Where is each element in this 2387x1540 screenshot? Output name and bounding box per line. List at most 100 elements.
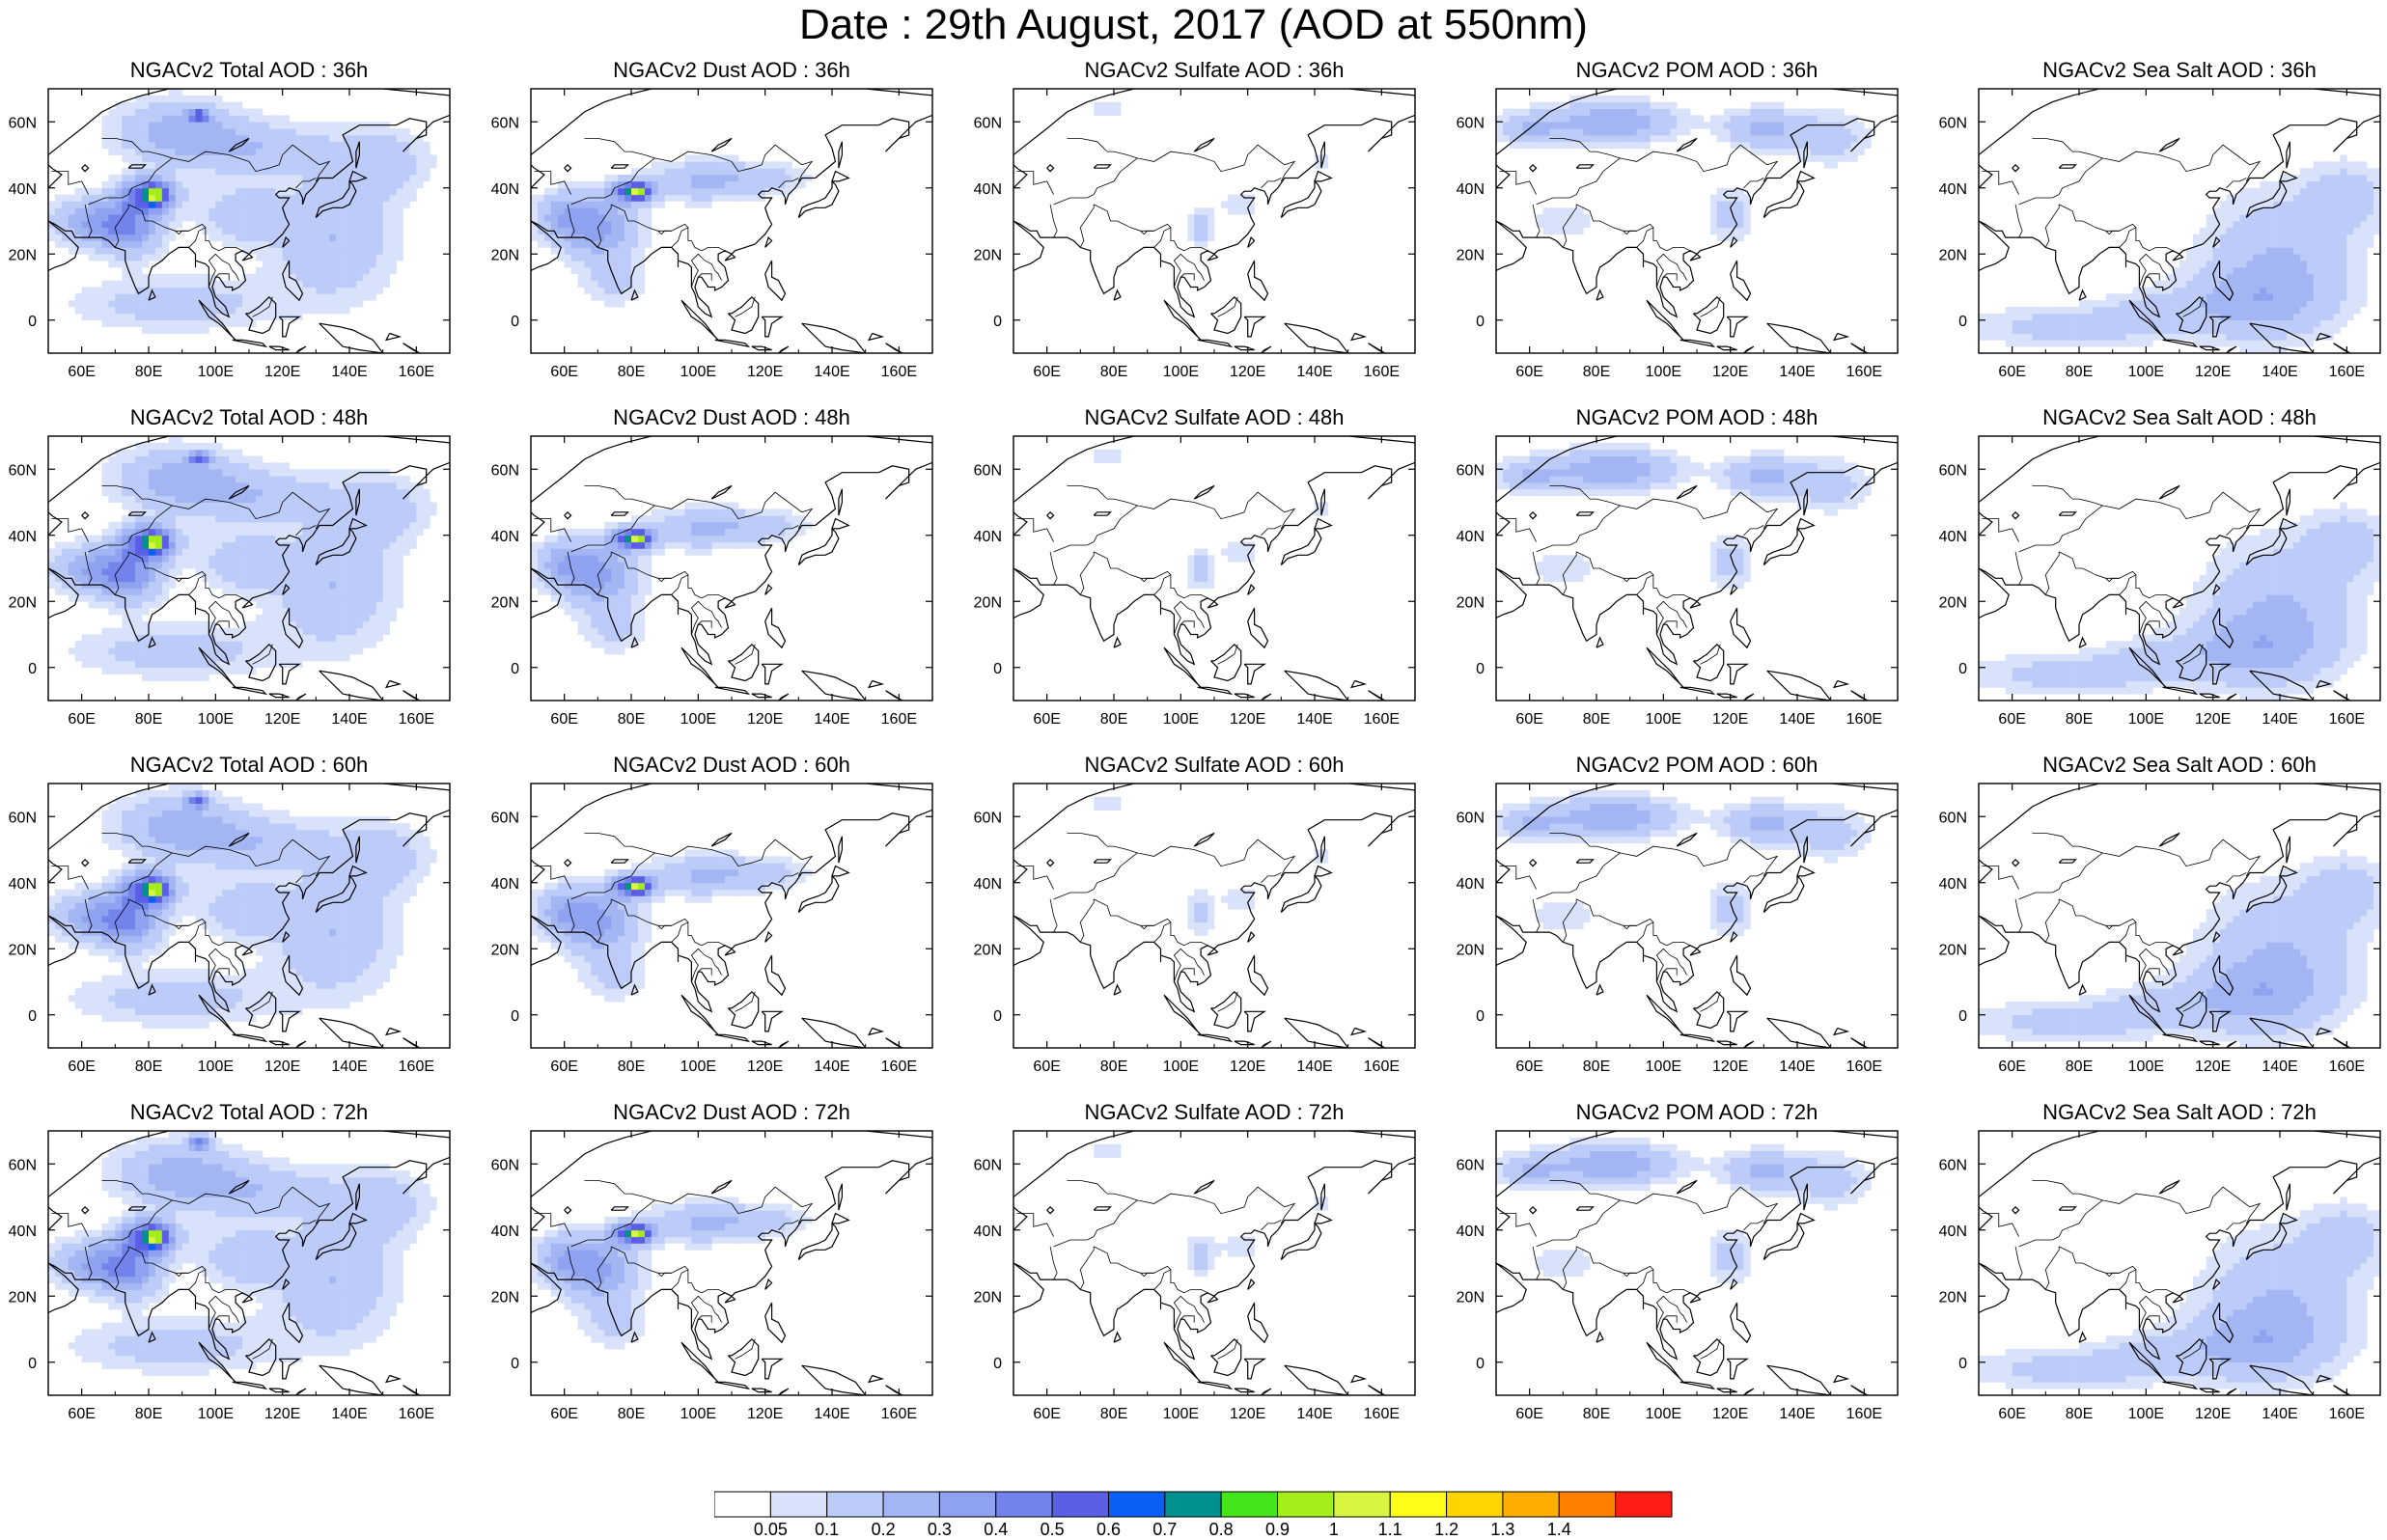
x-tick-label: 100E — [1163, 1406, 1199, 1422]
x-tick-label: 80E — [135, 711, 162, 728]
x-tick-label: 80E — [135, 364, 162, 380]
x-tick-label: 80E — [2066, 1059, 2093, 1075]
x-tick-label: 160E — [399, 711, 434, 728]
x-tick-label: 160E — [399, 1406, 434, 1422]
y-tick-label: 20N — [491, 247, 519, 263]
x-tick-label: 60E — [1998, 711, 2025, 728]
y-tick-label: 60N — [1939, 810, 1967, 826]
y-tick-label: 40N — [9, 876, 37, 893]
y-tick-label: 20N — [491, 594, 519, 611]
y-tick-label: 60N — [9, 810, 37, 826]
y-tick-label: 20N — [1939, 247, 1967, 263]
x-tick-label: 100E — [1646, 364, 1681, 380]
y-tick-label: 40N — [1457, 529, 1485, 545]
y-tick-label: 40N — [1457, 181, 1485, 198]
x-tick-label: 120E — [1712, 1059, 1748, 1075]
x-tick-label: 100E — [1646, 1406, 1681, 1422]
map-panel: NGACv2 Sulfate AOD : 60h 60E 80E 100E 120E 14… — [965, 753, 1419, 1083]
colorbar-label: 1.1 — [1378, 1520, 1402, 1537]
coastlines — [1496, 784, 1898, 1048]
y-tick-label: 20N — [1457, 594, 1485, 611]
x-tick-label: 140E — [1779, 364, 1815, 380]
map-canvas: 60E 80E 100E 120E 140E 160E 0 20N 40N 60N — [974, 88, 1416, 380]
x-tick-label: 100E — [2128, 1406, 2164, 1422]
x-tick-label: 80E — [1583, 1059, 1610, 1075]
x-tick-label: 80E — [1583, 1406, 1610, 1422]
map-panel: NGACv2 Dust AOD : 36h 60E 80E 100E 120E 140E 1… — [483, 58, 936, 388]
colorbar-swatch — [1502, 1491, 1560, 1518]
map-panel: NGACv2 Sea Salt AOD : 36h 60E 80E 100E 120E 1… — [1930, 58, 2384, 388]
colorbar-label: 0.7 — [1152, 1520, 1177, 1537]
map-panel: NGACv2 Sea Salt AOD : 60h 60E 80E 100E 120E 1… — [1930, 753, 2384, 1083]
map-canvas: 60E 80E 100E 120E 140E 160E 0 20N 40N 60N — [491, 88, 933, 380]
map-canvas: 60E 80E 100E 120E 140E 160E 0 20N 40N 60N — [974, 435, 1416, 728]
borders — [1016, 1180, 1296, 1360]
colorbar-swatch — [1107, 1491, 1166, 1518]
figure-title: Date : 29th August, 2017 (AOD at 550nm) — [799, 1, 1588, 48]
borders — [534, 833, 814, 1012]
x-tick-label: 160E — [2329, 1059, 2365, 1075]
x-tick-label: 160E — [1364, 1406, 1400, 1422]
x-tick-label: 80E — [1100, 711, 1127, 728]
map-canvas: 60E 80E 100E 120E 140E 160E 0 20N 40N 60N — [1457, 88, 1899, 380]
map-panel: NGACv2 Total AOD : 48h 60E 80E 100E 120E 140E… — [0, 405, 454, 735]
x-tick-label: 100E — [2128, 364, 2164, 380]
y-tick-label: 20N — [9, 247, 37, 263]
x-tick-label: 140E — [814, 1406, 849, 1422]
coastlines — [1979, 436, 2380, 701]
x-tick-label: 160E — [881, 1406, 917, 1422]
x-tick-label: 160E — [1846, 711, 1882, 728]
y-tick-label: 20N — [1457, 247, 1485, 263]
x-tick-label: 60E — [1515, 711, 1542, 728]
y-tick-label: 20N — [9, 942, 37, 958]
x-tick-label: 140E — [814, 364, 849, 380]
y-tick-label: 60N — [491, 810, 519, 826]
y-tick-label: 20N — [974, 247, 1002, 263]
y-tick-label: 20N — [1457, 942, 1485, 958]
y-tick-label: 0 — [993, 661, 1002, 677]
x-tick-label: 140E — [1296, 364, 1332, 380]
x-tick-label: 80E — [135, 1406, 162, 1422]
y-tick-label: 0 — [993, 1356, 1002, 1372]
map-canvas: 60E 80E 100E 120E 140E 160E 0 20N 40N 60N — [1939, 783, 2381, 1075]
borders — [51, 138, 331, 317]
coastlines — [1013, 1131, 1415, 1395]
y-tick-label: 60N — [1939, 1157, 1967, 1173]
borders — [1499, 138, 1779, 317]
colorbar-label: 0.4 — [984, 1520, 1008, 1537]
x-tick-label: 120E — [747, 1059, 783, 1075]
colorbar-label: 0.3 — [928, 1520, 952, 1537]
x-tick-label: 60E — [1033, 711, 1060, 728]
panel-title: NGACv2 Total AOD : 72h — [129, 1100, 369, 1124]
y-tick-label: 0 — [511, 1008, 519, 1025]
y-tick-label: 60N — [9, 115, 37, 131]
y-tick-label: 60N — [974, 115, 1002, 131]
x-tick-label: 120E — [1230, 364, 1265, 380]
x-tick-label: 60E — [1998, 1406, 2025, 1422]
borders — [1016, 485, 1296, 665]
x-tick-label: 160E — [399, 1059, 434, 1075]
x-tick-label: 80E — [2066, 711, 2093, 728]
y-tick-label: 40N — [9, 181, 37, 198]
coastlines — [48, 436, 450, 701]
x-tick-label: 60E — [1033, 1059, 1060, 1075]
x-tick-label: 80E — [2066, 364, 2093, 380]
coastlines — [1013, 436, 1415, 701]
colorbar-swatch — [1615, 1491, 1673, 1518]
coastlines — [531, 89, 932, 353]
map-canvas: 60E 80E 100E 120E 140E 160E 0 20N 40N 60N — [9, 88, 451, 380]
y-tick-label: 60N — [9, 1157, 37, 1173]
x-tick-label: 140E — [1296, 711, 1332, 728]
x-tick-label: 160E — [1364, 711, 1400, 728]
y-tick-label: 0 — [1958, 1356, 1967, 1372]
y-tick-label: 0 — [1476, 1008, 1485, 1025]
x-tick-label: 60E — [1515, 364, 1542, 380]
x-tick-label: 160E — [2329, 1406, 2365, 1422]
x-tick-label: 80E — [618, 364, 645, 380]
x-tick-label: 140E — [331, 1406, 367, 1422]
x-tick-label: 120E — [264, 364, 300, 380]
y-tick-label: 0 — [1958, 661, 1967, 677]
coastlines — [48, 1131, 450, 1395]
x-tick-label: 160E — [1846, 364, 1882, 380]
map-panel: NGACv2 Sulfate AOD : 48h 60E 80E 100E 120E 14… — [965, 405, 1419, 735]
